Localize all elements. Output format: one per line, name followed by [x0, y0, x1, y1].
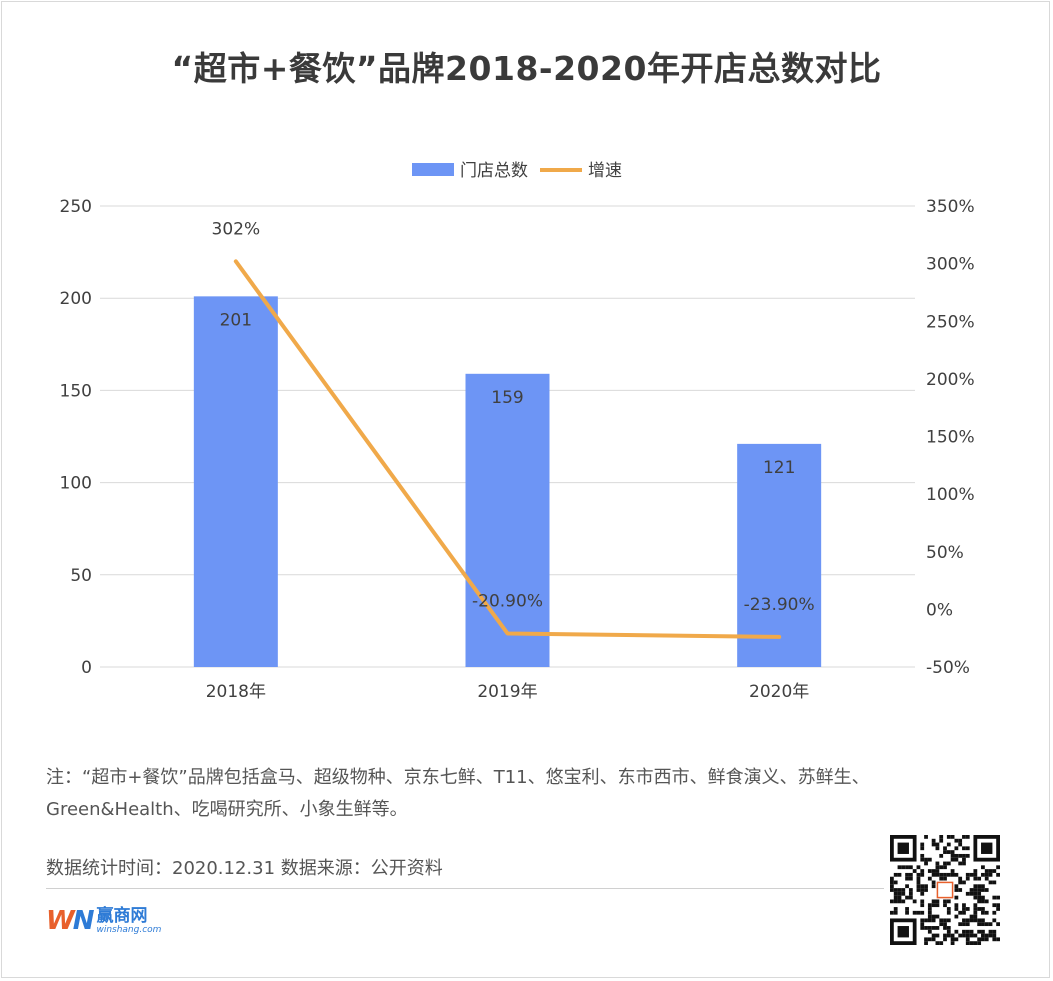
chart-title: “超市+餐饮”品牌2018-2020年开店总数对比	[171, 49, 882, 88]
legend-label-line: 增速	[588, 161, 622, 181]
y-tick-label-right: 250%	[926, 312, 975, 332]
bar-value-label: 159	[491, 388, 523, 408]
line-value-label: 302%	[212, 219, 261, 239]
line-value-label: -23.90%	[744, 595, 815, 615]
logo-name: 赢商网	[96, 906, 148, 926]
combo-chart: 0 50 100 150 200 250 -50% 0% 50% 100% 150% 200% 250%…	[60, 161, 975, 702]
footer-divider	[46, 888, 884, 889]
footnote: 注：“超市+餐饮”品牌包括盒马、超级物种、京东七鲜、T11、悠宝利、东市西市、鲜…	[46, 767, 870, 820]
x-tick-label: 2020年	[749, 682, 809, 702]
y-tick-label-right: 0%	[926, 600, 953, 620]
bar-value-label: 121	[763, 458, 795, 478]
line-point	[234, 259, 238, 263]
legend-swatch-bar	[412, 163, 454, 176]
legend-label-bar: 门店总数	[460, 161, 528, 181]
y-tick-label-right: 200%	[926, 370, 975, 390]
y-tick-label-left: 250	[60, 197, 92, 217]
y-tick-label-right: 50%	[926, 543, 964, 563]
winshang-logo: WN 赢商网 winshang.com	[46, 904, 161, 938]
x-tick-label: 2018年	[206, 682, 266, 702]
y-tick-label-right: 300%	[926, 255, 975, 275]
y-tick-label-right: -50%	[926, 658, 970, 678]
data-source: 数据统计时间：2020.12.31 数据来源：公开资料	[46, 858, 443, 879]
bar	[465, 373, 550, 667]
logo-domain: winshang.com	[96, 925, 162, 935]
bar	[193, 296, 278, 667]
y-tick-label-left: 150	[60, 381, 92, 401]
y-tick-label-left: 200	[60, 289, 92, 309]
y-tick-label-right: 150%	[926, 428, 975, 448]
y-tick-label-left: 0	[81, 658, 92, 678]
y-tick-label-left: 50	[70, 566, 92, 586]
line-point	[506, 631, 509, 635]
bar	[737, 443, 822, 667]
y-tick-label-left: 100	[60, 474, 92, 494]
y-tick-label-right: 350%	[926, 197, 975, 217]
line-point	[777, 635, 781, 639]
bar-value-label: 201	[220, 310, 252, 330]
logo-mark: WN	[46, 906, 94, 936]
qr-code-icon	[890, 835, 1000, 945]
x-tick-label: 2019年	[477, 682, 537, 702]
y-tick-label-right: 100%	[926, 485, 975, 505]
line-value-label: -20.90%	[472, 591, 543, 611]
